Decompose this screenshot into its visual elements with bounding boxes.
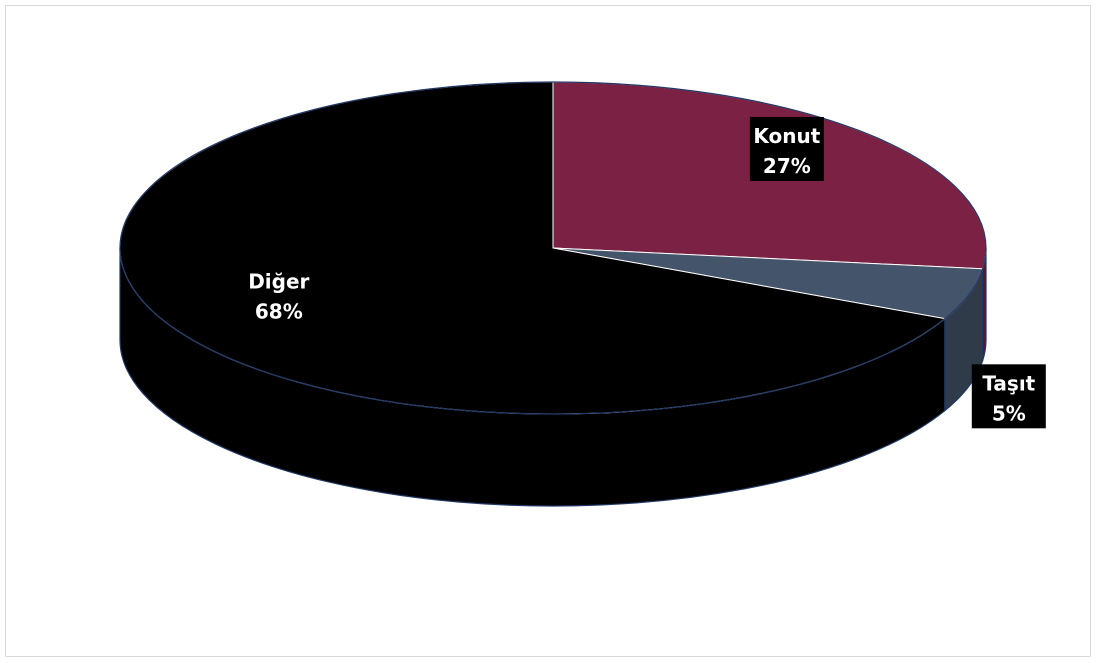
data-label-diger: Diğer 68% [248,270,309,324]
data-label-category: Taşıt [982,371,1035,395]
data-label-percent: 68% [255,300,303,324]
data-label-category: Diğer [248,270,309,294]
data-label-konut: Konut 27% [749,116,824,181]
data-label-box [749,116,824,181]
data-label-percent: 5% [992,401,1026,425]
data-label-percent: 27% [763,154,811,178]
pie-top-faces [119,81,987,415]
data-label-box [971,364,1046,429]
data-label-tasit: Taşıt 5% [971,364,1046,429]
data-label-category: Konut [753,124,820,148]
pie-top-outline [119,81,987,415]
pie-data-labels: Konut 27% Taşıt 5% Diğer 68% [248,116,1046,429]
